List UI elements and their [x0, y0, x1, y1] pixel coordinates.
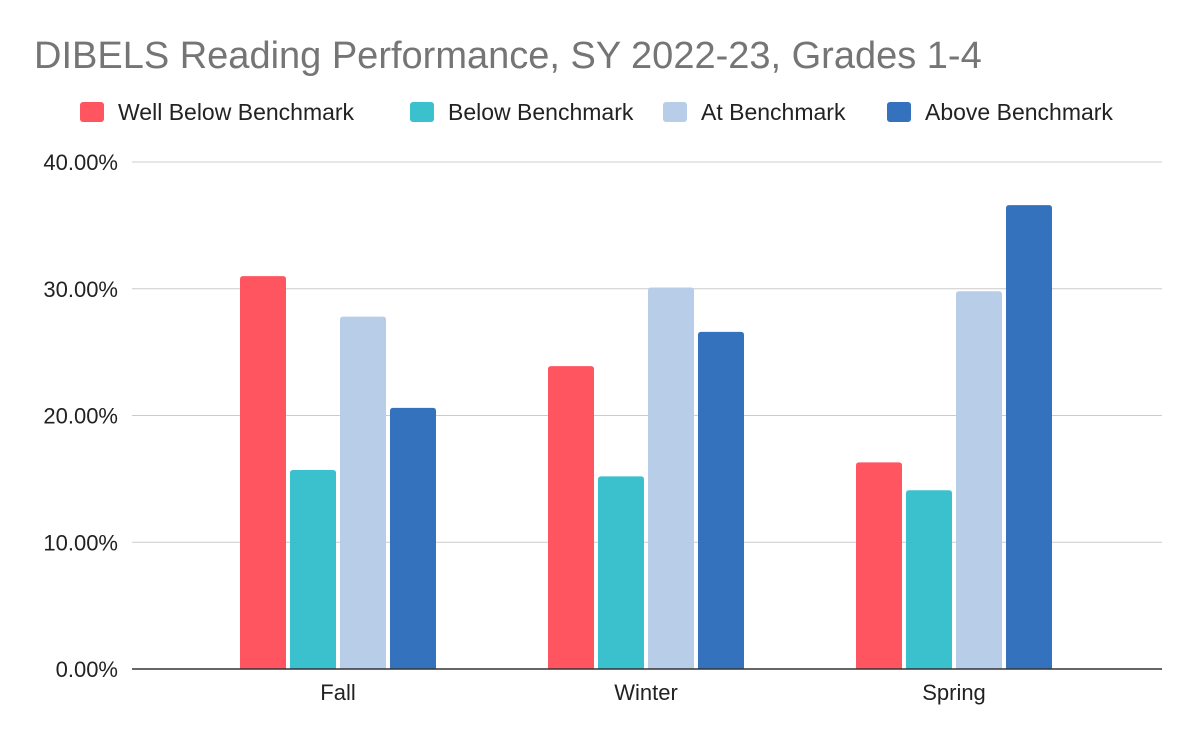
x-axis: Fall Winter Spring — [132, 668, 1162, 705]
legend-swatch-above-benchmark — [887, 102, 911, 122]
y-tick-label: 0.00% — [56, 657, 118, 682]
legend-swatch-below-benchmark — [410, 102, 434, 122]
bar-spring-at-benchmark — [956, 291, 1002, 669]
legend-swatch-well-below-benchmark — [80, 102, 104, 122]
y-tick-label: 40.00% — [43, 150, 118, 175]
y-tick-label: 10.00% — [43, 530, 118, 555]
bar-winter-well-below-benchmark — [548, 366, 594, 669]
bars-group — [240, 205, 1052, 669]
bar-winter-below-benchmark — [598, 476, 644, 669]
bar-spring-above-benchmark — [1006, 205, 1052, 669]
x-tick-label-spring: Spring — [922, 680, 986, 705]
chart-title: DIBELS Reading Performance, SY 2022-23, … — [34, 35, 982, 77]
bar-fall-well-below-benchmark — [240, 276, 286, 669]
bar-spring-below-benchmark — [906, 490, 952, 669]
bar-fall-above-benchmark — [390, 407, 436, 669]
chart-legend: Well Below Benchmark Below Benchmark At Be… — [80, 99, 1113, 125]
bar-spring-well-below-benchmark — [856, 462, 902, 669]
y-tick-label: 20.00% — [43, 404, 118, 429]
bar-fall-below-benchmark — [290, 470, 336, 669]
bar-winter-at-benchmark — [648, 287, 694, 669]
legend-label-above-benchmark: Above Benchmark — [925, 99, 1113, 125]
bar-winter-above-benchmark — [698, 331, 744, 669]
legend-swatch-at-benchmark — [663, 102, 687, 122]
legend-label-well-below-benchmark: Well Below Benchmark — [118, 99, 355, 125]
legend-label-at-benchmark: At Benchmark — [701, 99, 846, 125]
y-tick-label: 30.00% — [43, 277, 118, 302]
bar-fall-at-benchmark — [340, 316, 386, 669]
x-tick-label-fall: Fall — [320, 680, 355, 705]
legend-label-below-benchmark: Below Benchmark — [448, 99, 634, 125]
y-axis: 0.00% 10.00% 20.00% 30.00% 40.00% — [43, 150, 118, 682]
x-tick-label-winter: Winter — [614, 680, 678, 705]
